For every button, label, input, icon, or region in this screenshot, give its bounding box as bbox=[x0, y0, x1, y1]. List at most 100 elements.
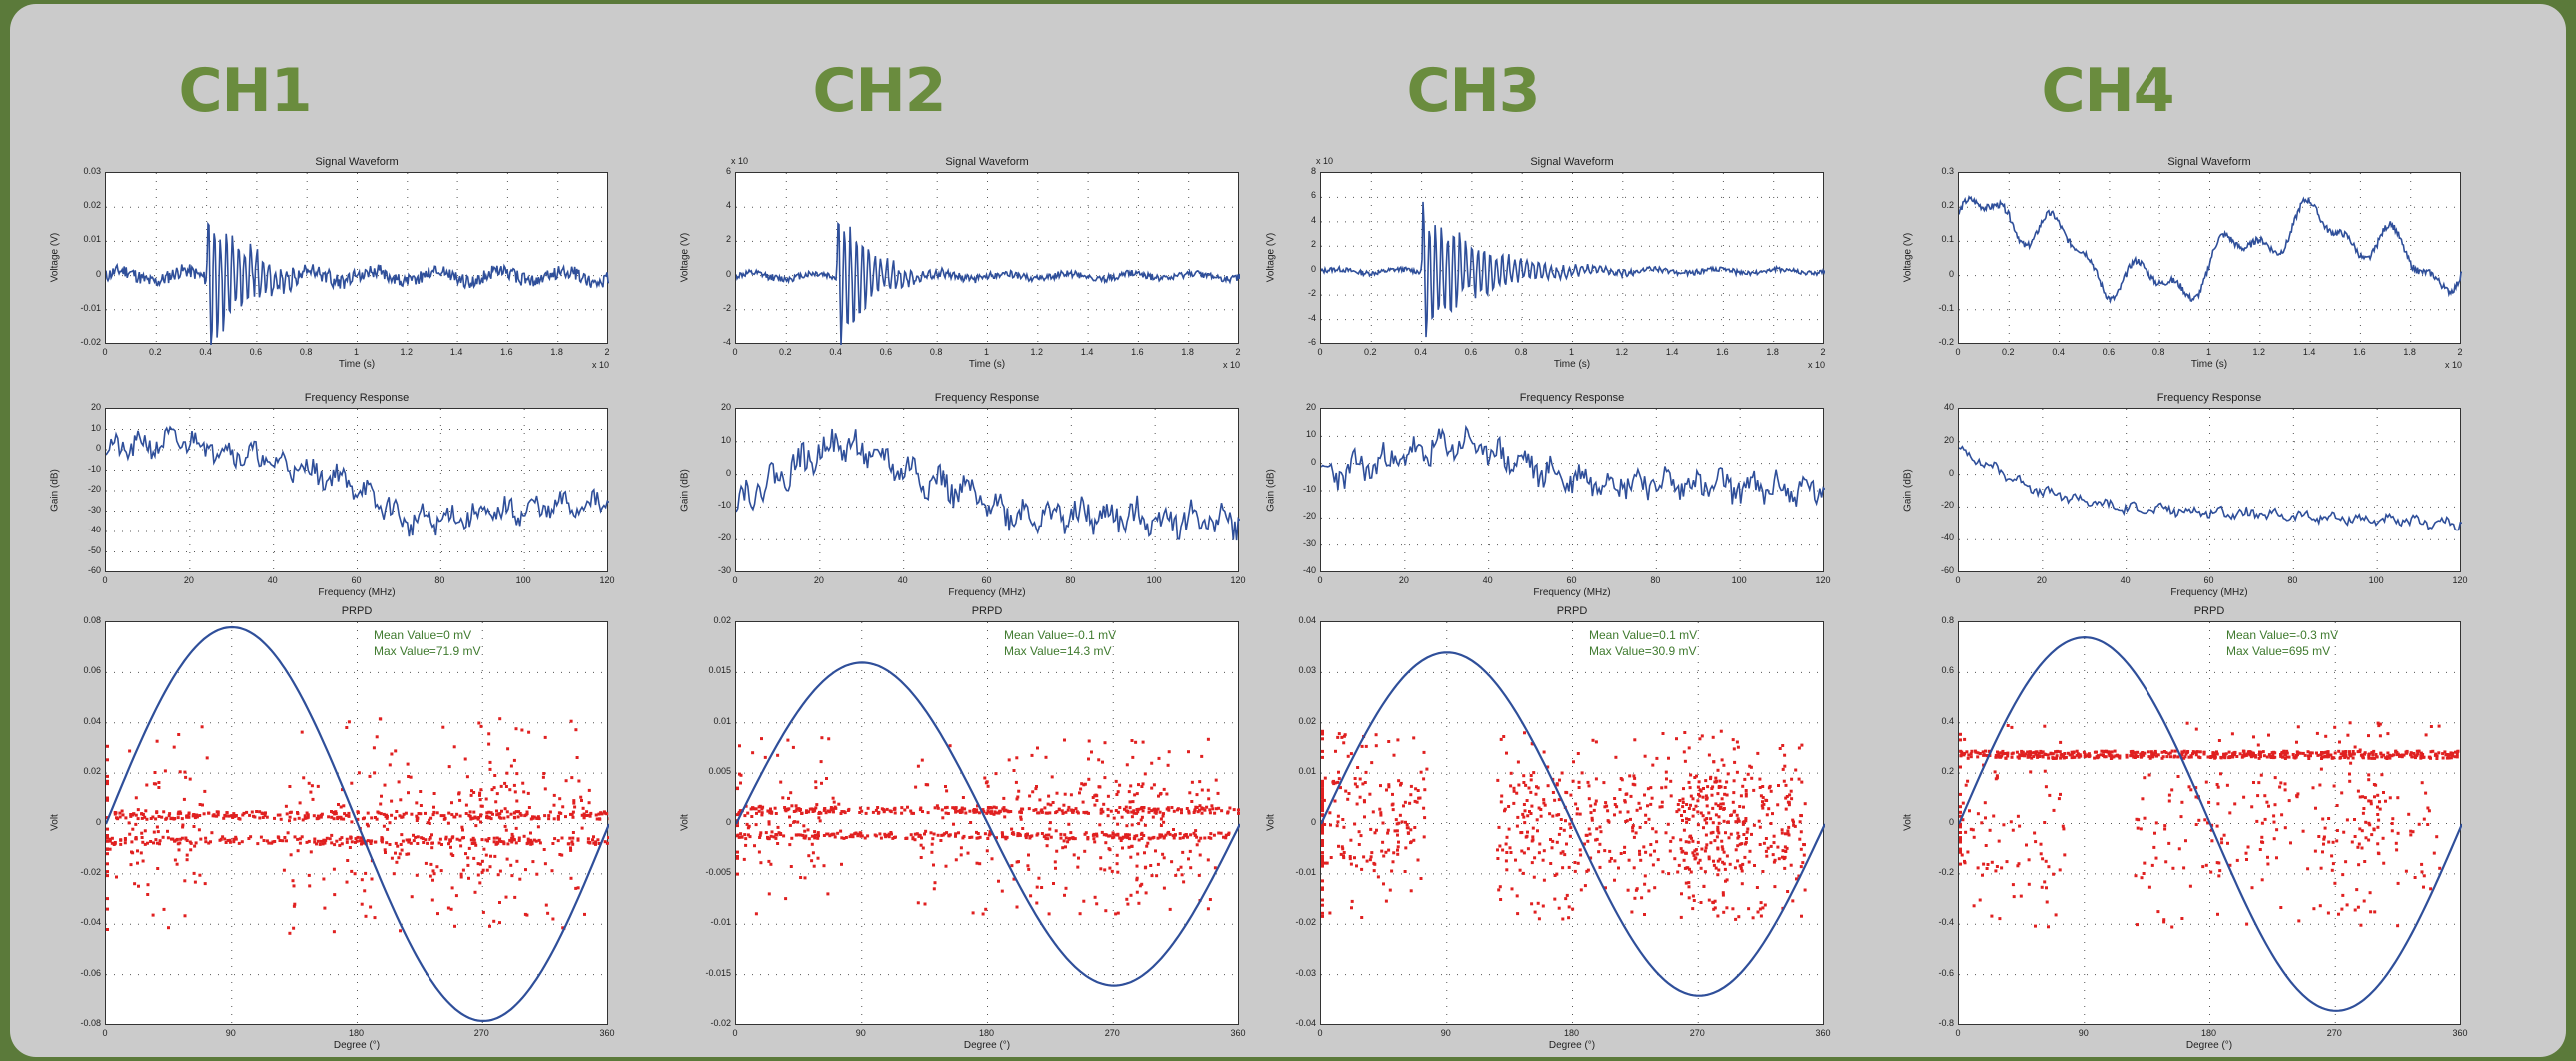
prpd-point bbox=[449, 845, 452, 849]
prpd-point bbox=[2321, 817, 2325, 821]
waveform-plot-xtick: 0 bbox=[102, 347, 108, 357]
prpd-point bbox=[284, 804, 288, 808]
prpd-point bbox=[2283, 782, 2287, 786]
prpd-point bbox=[1157, 756, 1161, 760]
prpd-point bbox=[1516, 912, 1520, 916]
prpd-point bbox=[474, 824, 478, 828]
prpd-point bbox=[2004, 756, 2008, 760]
prpd-point bbox=[1346, 754, 1350, 758]
prpd-point bbox=[1800, 914, 1803, 918]
prpd-point bbox=[1078, 791, 1081, 795]
prpd-point bbox=[1795, 877, 1798, 881]
waveform-plot-xtick: 0 bbox=[1317, 347, 1323, 357]
prpd-point bbox=[2141, 751, 2145, 754]
prpd-point bbox=[1509, 851, 1513, 854]
prpd-point bbox=[935, 804, 939, 808]
prpd-point bbox=[1350, 906, 1353, 910]
prpd-point bbox=[123, 841, 127, 845]
frequency-plot-ytick: 10 bbox=[720, 434, 731, 445]
prpd-point bbox=[143, 815, 147, 819]
prpd-point bbox=[298, 837, 302, 841]
prpd-point bbox=[1759, 794, 1763, 798]
prpd-point bbox=[1714, 776, 1718, 780]
prpd-point bbox=[1739, 866, 1743, 870]
prpd-point bbox=[1714, 866, 1718, 870]
prpd-point bbox=[1787, 803, 1791, 807]
waveform-plot-ytick: 2 bbox=[1310, 239, 1316, 250]
prpd-point bbox=[1126, 902, 1130, 906]
prpd-point bbox=[2319, 767, 2323, 771]
prpd-point bbox=[520, 728, 524, 732]
prpd-point bbox=[1353, 856, 1356, 860]
prpd-point bbox=[2194, 795, 2198, 799]
prpd-point bbox=[831, 807, 835, 811]
prpd-point bbox=[2356, 905, 2360, 909]
prpd-point bbox=[106, 758, 109, 762]
prpd-point bbox=[1589, 804, 1593, 808]
prpd-point bbox=[338, 843, 342, 847]
prpd-point bbox=[1147, 810, 1151, 814]
prpd-point bbox=[1153, 807, 1157, 811]
prpd-point bbox=[1522, 815, 1526, 819]
prpd-point bbox=[467, 876, 470, 880]
prpd-point bbox=[1396, 852, 1400, 856]
prpd-point bbox=[1655, 756, 1659, 760]
prpd-point bbox=[2093, 750, 2097, 754]
prpd-point bbox=[366, 839, 370, 843]
prpd-point bbox=[1336, 820, 1340, 824]
prpd-point bbox=[1604, 886, 1607, 890]
prpd-plot-xtick: 90 bbox=[1440, 1028, 1451, 1038]
prpd-point bbox=[2312, 907, 2316, 911]
waveform-plot-xtick: 1.6 bbox=[500, 347, 513, 357]
prpd-point bbox=[754, 912, 758, 916]
prpd-point bbox=[216, 810, 220, 814]
prpd-point bbox=[2411, 830, 2415, 834]
prpd-point bbox=[1047, 833, 1051, 837]
prpd-point bbox=[430, 846, 434, 850]
prpd-point bbox=[750, 815, 754, 818]
prpd-point bbox=[1054, 829, 1058, 833]
prpd-point bbox=[261, 812, 265, 816]
prpd-point bbox=[1799, 847, 1803, 851]
prpd-point bbox=[2215, 752, 2219, 756]
prpd-point bbox=[330, 833, 334, 837]
prpd-point bbox=[405, 852, 409, 856]
prpd-point bbox=[1567, 916, 1571, 920]
prpd-point bbox=[1510, 887, 1514, 891]
prpd-scatter bbox=[1959, 721, 2460, 929]
prpd-point bbox=[1759, 914, 1763, 918]
prpd-point bbox=[1968, 809, 1971, 813]
prpd-point bbox=[753, 844, 756, 848]
prpd-point bbox=[359, 836, 363, 840]
waveform-plot-ytick: 0.02 bbox=[83, 200, 101, 211]
prpd-point bbox=[154, 817, 158, 821]
prpd-point bbox=[781, 796, 785, 800]
prpd-point bbox=[2313, 849, 2317, 853]
prpd-point bbox=[1653, 849, 1656, 853]
prpd-point bbox=[1533, 910, 1537, 914]
prpd-point bbox=[893, 811, 897, 815]
prpd-point bbox=[932, 887, 936, 891]
prpd-point bbox=[342, 804, 346, 808]
prpd-point bbox=[505, 771, 509, 775]
prpd-point bbox=[742, 857, 746, 861]
prpd-point bbox=[2341, 750, 2345, 754]
prpd-point bbox=[1062, 803, 1066, 807]
prpd-point bbox=[2392, 753, 2395, 757]
prpd-point bbox=[2372, 828, 2376, 832]
prpd-point bbox=[162, 907, 166, 911]
prpd-point bbox=[509, 812, 513, 816]
prpd-point bbox=[2260, 878, 2264, 882]
prpd-point bbox=[2396, 831, 2400, 835]
prpd-point bbox=[1529, 774, 1533, 777]
prpd-point bbox=[265, 815, 269, 819]
prpd-point bbox=[200, 725, 204, 729]
prpd-point bbox=[2333, 725, 2337, 729]
prpd-point bbox=[1736, 836, 1740, 840]
prpd-point bbox=[1333, 781, 1337, 785]
prpd-point bbox=[1643, 793, 1646, 797]
prpd-point bbox=[1347, 792, 1351, 795]
prpd-point bbox=[2245, 752, 2249, 756]
prpd-point bbox=[1574, 802, 1578, 806]
prpd-point bbox=[346, 859, 350, 862]
